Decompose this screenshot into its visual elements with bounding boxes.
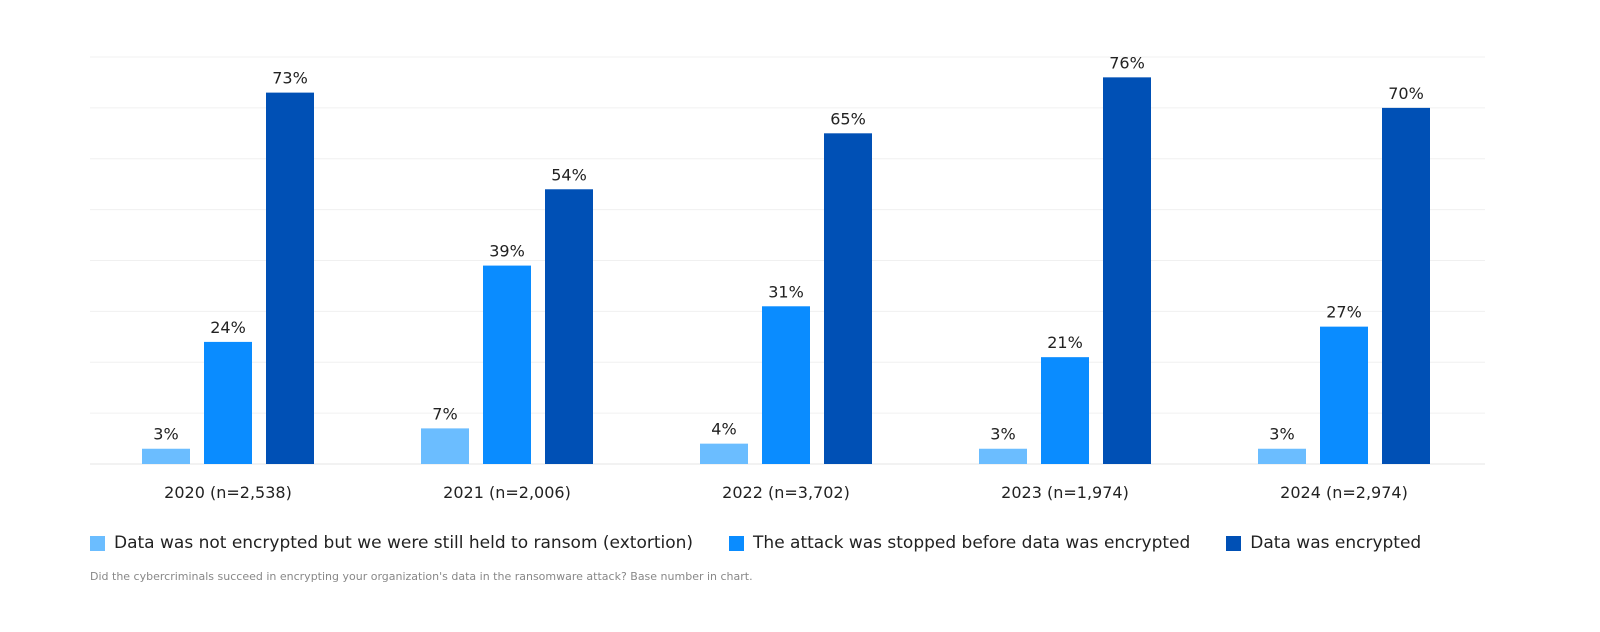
bar (204, 341, 252, 464)
bar (1320, 326, 1368, 464)
legend-label: Data was not encrypted but we were still… (114, 533, 694, 553)
bar (266, 92, 314, 465)
x-tick-label: 2023 (n=1,974) (1001, 483, 1129, 502)
legend-label: Data was encrypted (1250, 533, 1422, 553)
data-label: 27% (1326, 303, 1362, 322)
bar (824, 133, 872, 464)
data-label: 7% (432, 404, 457, 423)
chart-caption: Did the cybercriminals succeed in encryp… (90, 570, 753, 583)
bar (142, 448, 190, 464)
bar (1103, 77, 1151, 464)
x-tick-label: 2021 (n=2,006) (443, 483, 571, 502)
bar (1382, 107, 1430, 464)
bar (979, 448, 1027, 464)
data-label: 65% (830, 109, 866, 128)
legend-item-stopped: The attack was stopped before data was e… (729, 533, 1190, 553)
bar (1258, 448, 1306, 464)
data-label: 39% (489, 242, 525, 261)
data-label: 4% (711, 420, 736, 439)
legend: Data was not encrypted but we were still… (90, 533, 1421, 553)
bar (421, 428, 469, 464)
data-label: 73% (272, 69, 308, 88)
bar (1041, 357, 1089, 464)
data-label: 21% (1047, 333, 1083, 352)
bar (545, 189, 593, 464)
data-label: 76% (1109, 53, 1145, 72)
bar (483, 265, 531, 464)
data-label: 3% (990, 425, 1015, 444)
data-label: 3% (1269, 425, 1294, 444)
legend-item-extortion: Data was not encrypted but we were still… (90, 533, 693, 553)
data-label: 70% (1388, 84, 1424, 103)
legend-item-encrypted: Data was encrypted (1226, 533, 1421, 553)
legend-swatch (90, 535, 105, 551)
x-tick-label: 2020 (n=2,538) (164, 483, 292, 502)
bar (700, 443, 748, 464)
legend-swatch (1226, 535, 1242, 551)
data-label: 31% (768, 282, 804, 301)
legend-label: The attack was stopped before data was e… (753, 533, 1191, 553)
x-tick-label: 2022 (n=3,702) (722, 483, 850, 502)
legend-swatch (729, 535, 745, 551)
data-label: 54% (551, 165, 587, 184)
bar (762, 306, 810, 464)
x-tick-label: 2024 (n=2,974) (1280, 483, 1408, 502)
data-label: 24% (210, 318, 246, 337)
bar-chart: 3% 24% 73% 2020 (n=2,538) 7% 39% 54% 2021 (n=2,… (90, 53, 1485, 502)
data-label: 3% (153, 425, 178, 444)
